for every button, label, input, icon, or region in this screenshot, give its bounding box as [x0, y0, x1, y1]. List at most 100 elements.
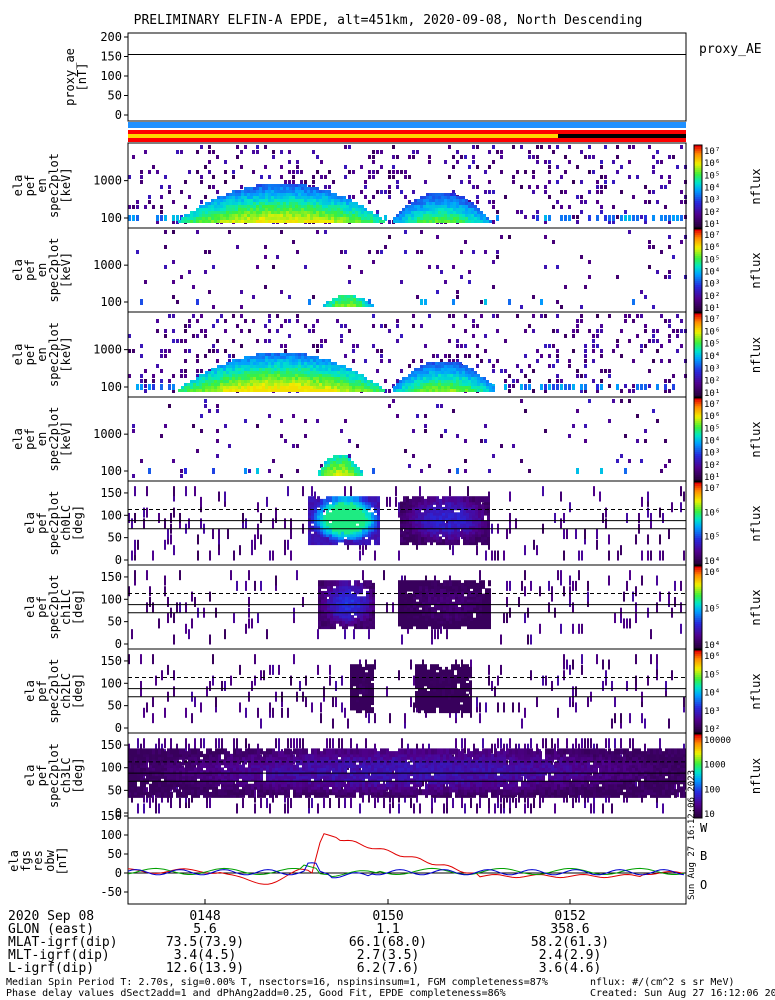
spectrogram-pixel: [432, 386, 435, 389]
spectrogram-pixel: [235, 211, 238, 214]
spectrogram-pixel: [312, 150, 315, 154]
spectrogram-pixel: [172, 220, 175, 224]
spectrogram-pixel: [172, 230, 175, 234]
spectrogram-pixel: [310, 386, 313, 389]
spectrogram-pixel: [379, 220, 382, 223]
spectrogram-pixel: [620, 454, 623, 458]
spectrogram-pixel: [580, 255, 583, 259]
spectrogram-pixel: [268, 199, 271, 202]
spectrogram-pixel: [488, 359, 491, 363]
spectrogram-pixel: [644, 344, 647, 348]
spectrogram-pixel: [256, 196, 259, 199]
spectrogram-pixel: [410, 598, 413, 605]
spectrogram-pixel: [336, 464, 339, 467]
spectrogram-pixel: [536, 349, 539, 353]
spectrogram-pixel: [277, 199, 280, 202]
spectrogram-pixel: [346, 211, 349, 214]
spectrogram-pixel: [468, 386, 471, 389]
spectrogram-pixel: [295, 214, 298, 217]
spectrogram-pixel: [253, 196, 256, 199]
spectrogram-pixel: [277, 365, 280, 368]
spectrogram-pixel: [226, 380, 229, 383]
spectrogram-pixel: [489, 220, 492, 223]
spectrogram-pixel: [587, 580, 589, 591]
spectrogram-pixel: [235, 371, 238, 374]
ytick-label: 1000: [93, 343, 122, 357]
spectrogram-pixel: [265, 377, 268, 380]
spectrogram-pixel: [283, 359, 286, 362]
spectrogram-pixel: [524, 613, 526, 624]
spectrogram-pixel: [429, 368, 432, 371]
spectrogram-pixel: [241, 377, 244, 380]
spectrogram-pixel: [496, 359, 499, 363]
spectrogram-pixel: [204, 329, 207, 333]
spectrogram-pixel: [328, 211, 331, 214]
spectrogram-pixel: [196, 214, 199, 217]
spectrogram-pixel: [647, 550, 649, 561]
spectrogram-pixel: [568, 359, 571, 363]
spectrogram-pixel: [190, 214, 193, 217]
spectrogram-pixel: [447, 368, 450, 371]
spectrogram-pixel: [330, 473, 333, 476]
spectrogram-pixel: [652, 190, 655, 194]
spectrogram-pixel: [459, 208, 462, 211]
spectrogram-pixel: [460, 496, 463, 503]
spectrogram-pixel: [382, 220, 385, 223]
spectrogram-pixel: [202, 386, 205, 389]
spectrogram-pixel: [298, 184, 301, 187]
spectrogram-pixel: [444, 354, 447, 358]
spectrogram-pixel: [271, 205, 274, 208]
spectrogram-pixel: [368, 200, 371, 204]
spectrogram-pixel: [440, 359, 443, 363]
spectrogram-pixel: [410, 593, 413, 600]
spectrogram-pixel: [409, 523, 412, 530]
spectrogram-pixel: [211, 211, 214, 214]
spectrogram-pixel: [468, 380, 471, 383]
spectrogram-pixel: [448, 314, 451, 318]
spectrogram-pixel: [438, 202, 441, 205]
spectrogram-pixel: [411, 389, 414, 392]
spectrogram-pixel: [332, 496, 335, 503]
spectrogram-pixel: [128, 175, 131, 179]
spectrogram-pixel: [355, 208, 358, 211]
spectrogram-pixel: [262, 374, 265, 377]
spectrogram-pixel: [456, 354, 459, 358]
spectrogram-pixel: [223, 202, 226, 205]
spectrogram-pixel: [506, 580, 508, 591]
spectrogram-pixel: [310, 389, 313, 392]
spectrogram-pixel: [220, 368, 223, 371]
spectrogram-pixel: [592, 379, 595, 383]
spectrogram-pixel: [608, 384, 611, 388]
spectrogram-pixel: [492, 386, 495, 389]
spectrogram-pixel: [572, 602, 574, 613]
spectrogram-pixel: [572, 384, 575, 390]
spectrogram-pixel: [446, 629, 448, 640]
spectrogram-pixel: [456, 290, 459, 294]
spectrogram-pixel: [265, 193, 268, 196]
spectrogram-pixel: [414, 389, 417, 392]
spectrogram-pixel: [208, 205, 211, 208]
spectrogram-pixel: [295, 383, 298, 386]
spectrogram-pixel: [328, 193, 331, 196]
spectrogram-pixel: [508, 389, 511, 393]
ylabel-word: ela: [23, 512, 37, 534]
spectrogram-pixel: [232, 314, 235, 318]
spectrogram-pixel: [477, 374, 480, 377]
spectrogram-pixel: [480, 217, 483, 220]
spectrogram-pixel: [520, 210, 523, 214]
spectrogram-pixel: [277, 202, 280, 205]
spectrogram-pixel: [325, 362, 328, 365]
spectrogram-pixel: [304, 180, 307, 184]
spectrogram-pixel: [560, 190, 563, 194]
spectrogram-pixel: [656, 575, 658, 586]
spectrogram-pixel: [424, 429, 427, 433]
spectrogram-pixel: [194, 596, 196, 607]
spectrogram-pixel: [452, 324, 455, 328]
spectrogram-pixel: [426, 205, 429, 208]
spectrogram-pixel: [250, 211, 253, 214]
spectrogram-pixel: [328, 374, 331, 377]
spectrogram-pixel: [432, 362, 435, 365]
spectrogram-pixel: [277, 208, 280, 211]
spectrogram-pixel: [528, 364, 531, 368]
spectrogram-pixel: [480, 380, 483, 383]
